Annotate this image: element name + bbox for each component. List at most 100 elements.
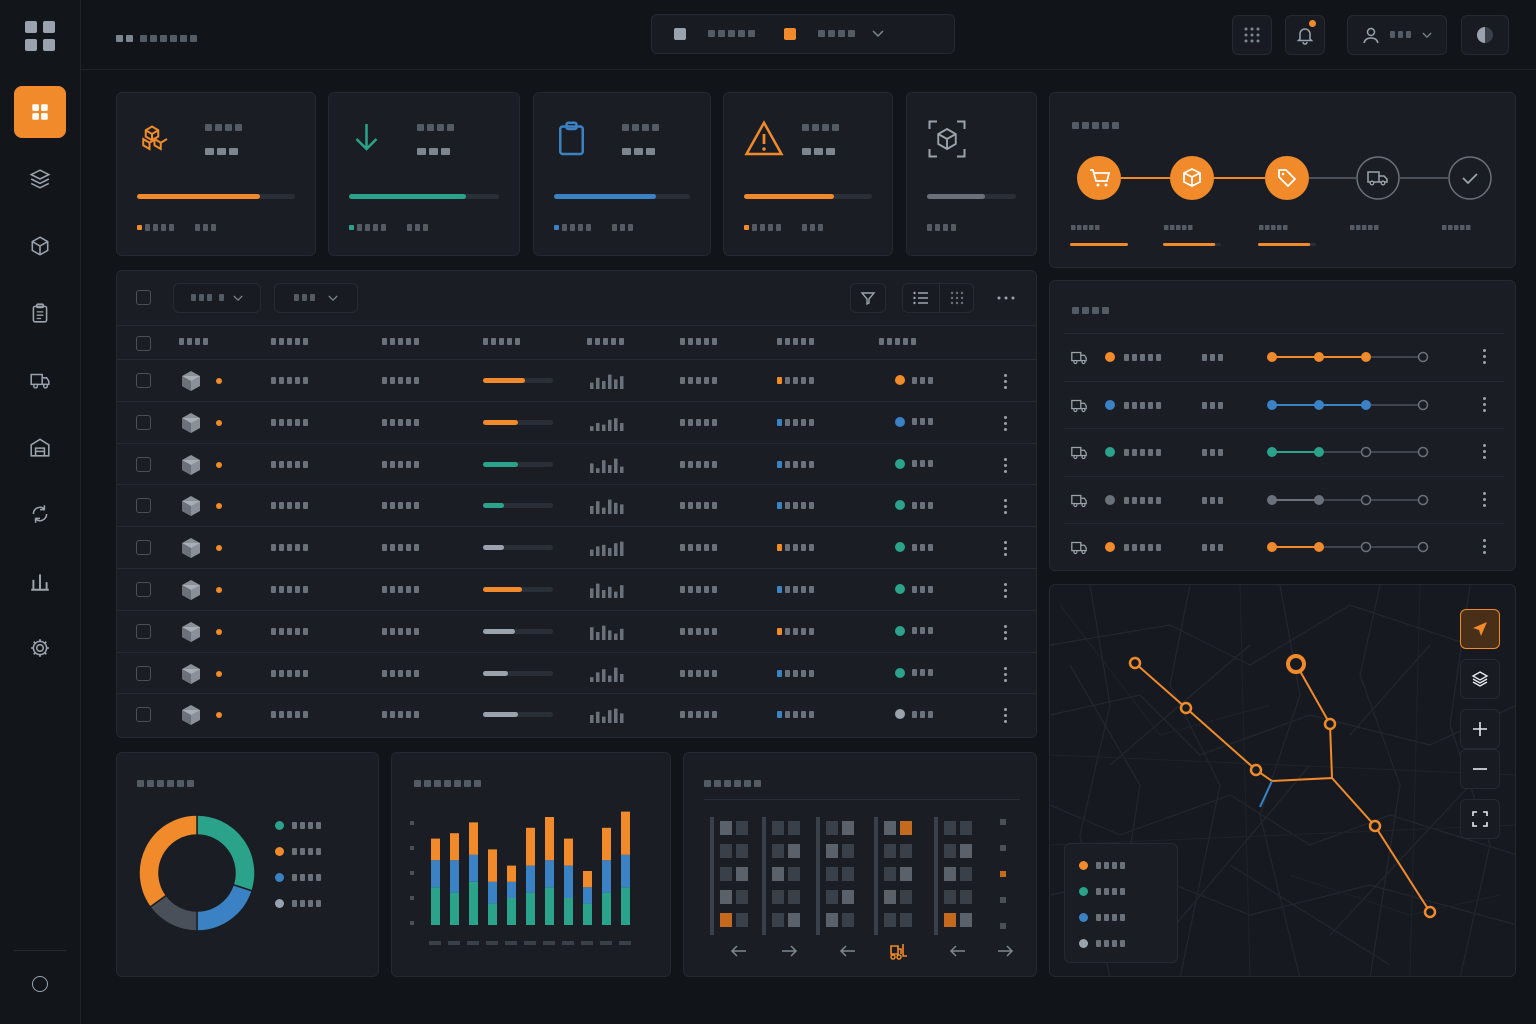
row-menu-icon[interactable] bbox=[1003, 624, 1009, 641]
sidebar-item-refresh[interactable] bbox=[14, 488, 66, 540]
shipment-row[interactable] bbox=[1064, 380, 1504, 427]
table-row[interactable] bbox=[117, 484, 1036, 526]
warehouse-grid[interactable] bbox=[684, 753, 1038, 978]
row-checkbox[interactable] bbox=[136, 665, 151, 681]
bar-segment[interactable] bbox=[545, 817, 554, 861]
sidebar-item-bar-chart[interactable] bbox=[14, 555, 66, 607]
bar-segment[interactable] bbox=[564, 898, 573, 925]
bar-segment[interactable] bbox=[526, 827, 535, 866]
donut-segment[interactable] bbox=[196, 814, 256, 892]
bar-segment[interactable] bbox=[488, 903, 497, 925]
sidebar-item-grid[interactable] bbox=[14, 86, 66, 138]
view-toggle[interactable] bbox=[902, 283, 974, 313]
theme-toggle-button[interactable] bbox=[1461, 15, 1509, 55]
storage-bin[interactable] bbox=[826, 913, 838, 927]
shipment-menu-icon[interactable] bbox=[1482, 349, 1488, 365]
zoom-out-button[interactable] bbox=[1460, 749, 1500, 789]
kpi-card[interactable] bbox=[328, 92, 520, 256]
table-row[interactable] bbox=[117, 568, 1036, 610]
row-checkbox[interactable] bbox=[136, 373, 151, 388]
storage-bin[interactable] bbox=[960, 890, 972, 904]
bar-segment[interactable] bbox=[602, 892, 611, 925]
storage-bin[interactable] bbox=[884, 867, 896, 881]
filter-button[interactable] bbox=[850, 283, 886, 313]
storage-bin[interactable] bbox=[720, 890, 732, 904]
shipment-row[interactable] bbox=[1064, 428, 1504, 474]
row-menu-icon[interactable] bbox=[1003, 415, 1009, 432]
row-checkbox[interactable] bbox=[136, 498, 151, 514]
bar-segment[interactable] bbox=[583, 903, 592, 925]
bar-segment[interactable] bbox=[621, 811, 630, 855]
storage-bin[interactable] bbox=[842, 913, 854, 927]
shipment-row[interactable] bbox=[1064, 333, 1504, 379]
storage-bin[interactable] bbox=[826, 844, 838, 858]
storage-bin[interactable] bbox=[788, 821, 800, 835]
storage-bin[interactable] bbox=[900, 844, 912, 858]
arrow-right-button[interactable] bbox=[779, 941, 799, 961]
sidebar-item-layers[interactable] bbox=[14, 153, 66, 205]
table-row[interactable] bbox=[117, 693, 1036, 735]
bar-segment[interactable] bbox=[507, 898, 516, 925]
row-menu-icon[interactable] bbox=[1003, 583, 1009, 599]
bar-segment[interactable] bbox=[469, 881, 478, 925]
donut-segment[interactable] bbox=[138, 814, 198, 909]
row-menu-icon[interactable] bbox=[1003, 541, 1009, 557]
route-waypoints[interactable] bbox=[1128, 654, 1437, 919]
table-row[interactable] bbox=[117, 609, 1036, 652]
bar-segment[interactable] bbox=[621, 887, 630, 925]
filter-dropdown-2[interactable] bbox=[274, 283, 358, 313]
bar-segment[interactable] bbox=[450, 860, 459, 893]
street-map[interactable] bbox=[1050, 585, 1516, 977]
header-checkbox[interactable] bbox=[136, 336, 151, 351]
bar-segment[interactable] bbox=[431, 860, 440, 888]
arrow-left-button[interactable] bbox=[838, 941, 858, 961]
kpi-card[interactable] bbox=[116, 92, 316, 256]
shipment-row[interactable] bbox=[1064, 475, 1504, 522]
row-checkbox[interactable] bbox=[136, 540, 151, 556]
sidebar-item-box[interactable] bbox=[14, 220, 66, 272]
sidebar-item-truck[interactable] bbox=[14, 354, 66, 406]
pipeline-step-check[interactable] bbox=[1448, 156, 1492, 200]
storage-bin[interactable] bbox=[944, 821, 956, 835]
bar-segment[interactable] bbox=[621, 854, 630, 888]
storage-bin[interactable] bbox=[960, 913, 972, 927]
storage-bin[interactable] bbox=[900, 821, 912, 835]
bar-segment[interactable] bbox=[488, 881, 497, 904]
bar-segment[interactable] bbox=[602, 860, 611, 893]
arrow-left-button[interactable] bbox=[729, 941, 749, 961]
bar-segment[interactable] bbox=[431, 838, 440, 861]
sidebar-item-clipboard[interactable] bbox=[14, 287, 66, 339]
row-menu-icon[interactable] bbox=[1003, 666, 1009, 683]
list-view-icon[interactable] bbox=[912, 291, 929, 305]
storage-bin[interactable] bbox=[944, 867, 956, 881]
column-header[interactable] bbox=[271, 338, 311, 345]
row-checkbox[interactable] bbox=[136, 414, 151, 430]
column-header[interactable] bbox=[680, 338, 720, 345]
row-checkbox[interactable] bbox=[136, 623, 151, 639]
app-logo-icon[interactable] bbox=[24, 20, 56, 52]
bar-segment[interactable] bbox=[564, 865, 573, 898]
storage-bin[interactable] bbox=[788, 867, 800, 881]
shipment-row[interactable] bbox=[1064, 523, 1504, 569]
pipeline-step-tag[interactable] bbox=[1265, 156, 1309, 200]
bar-segment[interactable] bbox=[450, 833, 459, 861]
layers-button[interactable] bbox=[1460, 659, 1500, 699]
forklift-button[interactable] bbox=[888, 941, 908, 961]
shipment-menu-icon[interactable] bbox=[1482, 539, 1488, 555]
fullscreen-button[interactable] bbox=[1460, 799, 1500, 839]
kpi-card[interactable] bbox=[906, 92, 1037, 256]
storage-bin[interactable] bbox=[772, 844, 784, 858]
more-icon[interactable] bbox=[997, 296, 1015, 300]
storage-bin[interactable] bbox=[944, 890, 956, 904]
row-menu-icon[interactable] bbox=[1003, 499, 1009, 515]
storage-bin[interactable] bbox=[788, 890, 800, 904]
pipeline-step-cart[interactable] bbox=[1077, 156, 1121, 200]
column-header[interactable] bbox=[777, 338, 817, 345]
bar-segment[interactable] bbox=[602, 827, 611, 861]
sidebar-item-gear[interactable] bbox=[14, 622, 66, 674]
select-all-checkbox[interactable] bbox=[136, 290, 151, 305]
filter-dropdown-1[interactable] bbox=[173, 283, 261, 313]
column-header[interactable] bbox=[179, 338, 211, 345]
storage-bin[interactable] bbox=[736, 821, 748, 835]
column-header[interactable] bbox=[587, 338, 627, 345]
